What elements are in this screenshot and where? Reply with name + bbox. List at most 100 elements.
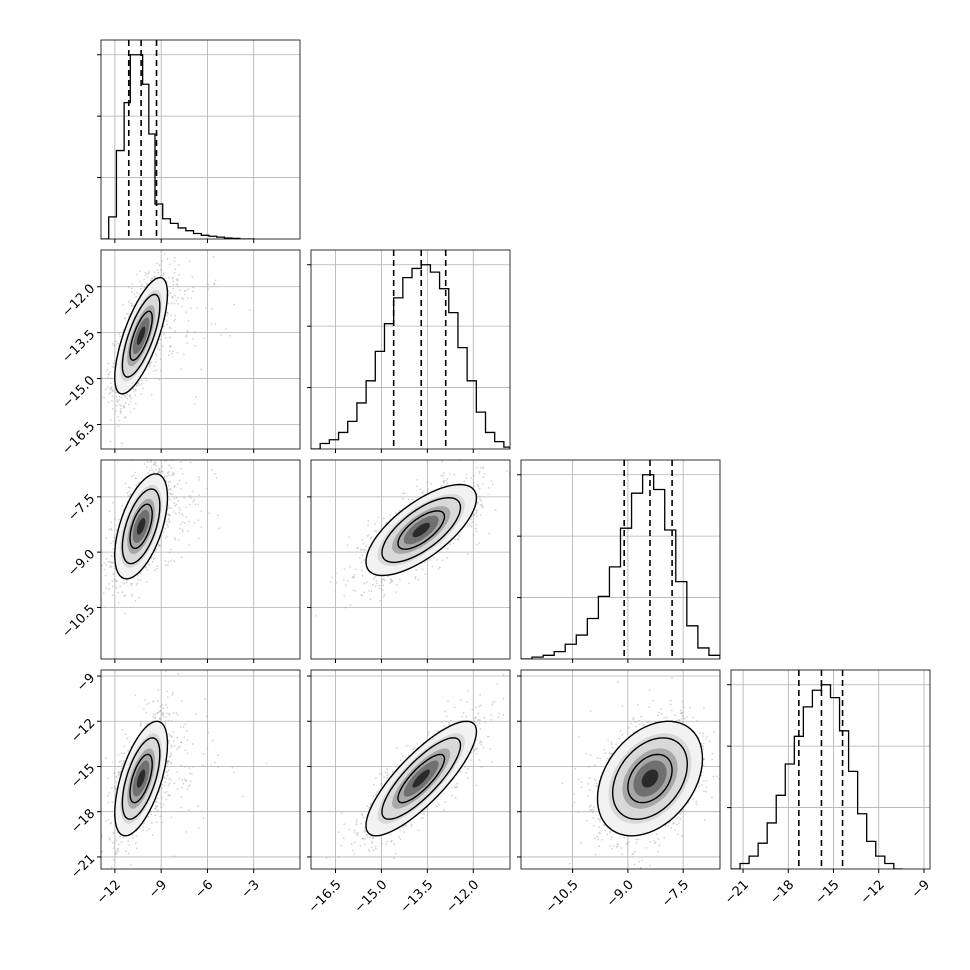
sample-point [167, 784, 170, 787]
sample-point [108, 583, 110, 585]
sample-point [170, 735, 173, 738]
sample-point [185, 334, 188, 337]
panel-frame [730, 669, 931, 870]
sample-point [207, 731, 210, 734]
sample-point [107, 401, 110, 404]
sample-point [424, 573, 427, 576]
sample-point [172, 276, 174, 279]
sample-point [176, 788, 179, 791]
sample-point [111, 786, 113, 789]
sample-point [389, 582, 392, 584]
sample-point [465, 477, 468, 480]
sample-point [158, 470, 161, 473]
sample-point [375, 582, 378, 585]
sample-point [169, 336, 171, 339]
sample-point [183, 778, 186, 781]
sample-point [389, 577, 392, 580]
sample-point [176, 748, 178, 751]
sample-point [442, 474, 445, 477]
sample-point [143, 278, 146, 281]
sample-point [166, 258, 169, 261]
sample-point [166, 523, 169, 526]
sample-point [126, 737, 129, 740]
sample-point [463, 480, 466, 483]
sample-point [480, 503, 483, 506]
sample-point [166, 761, 169, 764]
sample-point [187, 441, 189, 443]
sample-point [104, 757, 107, 759]
sample-point [143, 707, 145, 710]
sample-point [122, 405, 125, 408]
sample-point [190, 772, 193, 775]
sample-point [148, 563, 151, 566]
sample-point [134, 388, 137, 391]
sample-point [113, 572, 116, 575]
sample-point [185, 335, 188, 338]
sample-point [129, 302, 132, 304]
sample-point [174, 485, 176, 487]
sample-point [195, 396, 197, 398]
sample-point [109, 391, 112, 394]
panel-frame [100, 459, 301, 660]
sample-point [135, 584, 138, 586]
sample-point [108, 373, 111, 376]
hist-panel-0 [101, 40, 300, 239]
sample-point [478, 542, 481, 544]
sample-point [472, 534, 475, 537]
sample-point [135, 835, 138, 838]
sample-point [391, 579, 394, 582]
sample-point [187, 544, 190, 547]
sample-point [185, 311, 187, 313]
sample-point [110, 561, 113, 564]
sample-point [137, 578, 139, 581]
sample-point [186, 342, 188, 345]
sample-point [377, 516, 380, 519]
sample-point [180, 741, 183, 744]
sample-point [365, 581, 368, 584]
sample-point [172, 287, 174, 290]
sample-point [147, 563, 150, 566]
contour-line [381, 496, 462, 564]
sample-point [151, 834, 154, 836]
sample-point [172, 511, 175, 513]
sample-point [167, 444, 169, 446]
sample-point [117, 591, 120, 594]
sample-point [126, 397, 129, 400]
sample-point [159, 717, 161, 720]
sample-point [171, 474, 174, 477]
sample-point [170, 720, 173, 723]
sample-point [178, 273, 181, 276]
sample-point [402, 492, 404, 495]
sample-point [165, 712, 168, 715]
sample-point [120, 841, 123, 844]
sample-point [178, 264, 180, 266]
sample-point [197, 476, 200, 479]
sample-point [367, 524, 369, 527]
sample-point [487, 487, 490, 489]
sample-point [164, 537, 167, 539]
sample-point [117, 771, 120, 774]
sample-point [107, 818, 110, 821]
sample-point [170, 466, 173, 469]
sample-point [169, 507, 172, 509]
sample-point [415, 569, 418, 572]
sample-point [127, 852, 130, 855]
sample-point [173, 744, 176, 747]
sample-point [117, 425, 120, 428]
sample-point [133, 474, 135, 477]
sample-point [117, 419, 120, 422]
sample-point [137, 574, 140, 577]
sample-point [379, 600, 381, 602]
sample-point [469, 523, 471, 526]
sample-point [474, 527, 477, 530]
sample-point [137, 381, 140, 384]
sample-point [182, 353, 185, 356]
sample-point [167, 769, 170, 771]
sample-point [407, 498, 410, 501]
sample-point [123, 405, 125, 407]
sample-point [330, 576, 333, 579]
sample-point [439, 566, 441, 569]
sample-point [158, 264, 161, 267]
sample-point [351, 576, 354, 579]
